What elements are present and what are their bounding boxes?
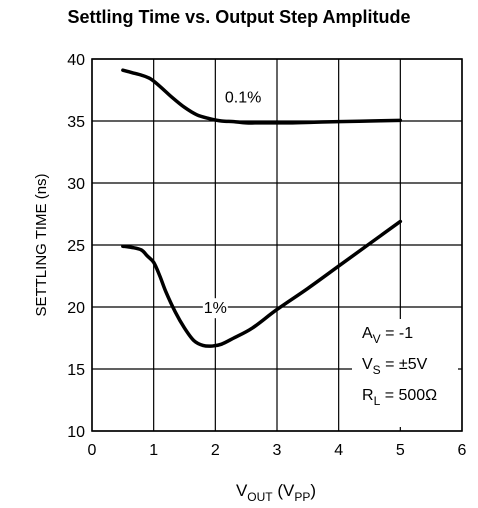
x-tick-label: 4 bbox=[334, 442, 343, 459]
x-axis-label: VOUT (VPP) bbox=[236, 481, 316, 504]
conditions-box-bg bbox=[352, 319, 458, 427]
series-lines bbox=[121, 68, 403, 348]
curve-label-bg bbox=[202, 298, 228, 319]
x-axis-label-paren: (V bbox=[273, 481, 295, 500]
y-tick-label: 30 bbox=[67, 176, 85, 193]
x-axis-label-sub: OUT bbox=[247, 490, 273, 504]
y-tick-label: 10 bbox=[67, 424, 85, 441]
y-axis-label: SETTLING TIME (ns) bbox=[33, 173, 50, 316]
x-tick-label: 1 bbox=[149, 442, 158, 459]
tick-labels: 0 1 2 3 4 5 6 10 15 20 25 30 35 40 bbox=[67, 52, 466, 459]
x-axis-label-close: ) bbox=[310, 481, 316, 500]
series-line bbox=[121, 68, 403, 125]
condition-line: AV = -1 bbox=[362, 325, 413, 346]
series-line bbox=[121, 219, 403, 348]
x-tick-label: 2 bbox=[211, 442, 220, 459]
x-axis-label-paren-sub: PP bbox=[294, 490, 310, 504]
y-tick-label: 40 bbox=[67, 52, 85, 69]
y-tick-label: 25 bbox=[67, 238, 85, 255]
conditions-box: AV = -1 VS = ±5V RL = 500Ω bbox=[352, 319, 458, 427]
curve-labels: 0.1% 1% bbox=[202, 87, 266, 319]
curve-label: 0.1% bbox=[225, 89, 261, 106]
x-tick-label: 3 bbox=[273, 442, 282, 459]
x-tick-label: 6 bbox=[458, 442, 467, 459]
curve-label-bg bbox=[221, 87, 266, 108]
condition-line: VS = ±5V bbox=[362, 356, 428, 377]
plot-frame bbox=[91, 58, 463, 432]
y-tick-label: 20 bbox=[67, 300, 85, 317]
x-tick-label: 0 bbox=[88, 442, 97, 459]
y-tick-label: 35 bbox=[67, 114, 85, 131]
grid bbox=[91, 58, 463, 432]
y-tick-label: 15 bbox=[67, 362, 85, 379]
condition-line: RL = 500Ω bbox=[362, 387, 437, 408]
chart-title: Settling Time vs. Output Step Amplitude bbox=[67, 7, 411, 27]
x-axis-label-main: V bbox=[236, 481, 248, 500]
curve-label: 1% bbox=[204, 300, 227, 317]
x-tick-label: 5 bbox=[396, 442, 405, 459]
